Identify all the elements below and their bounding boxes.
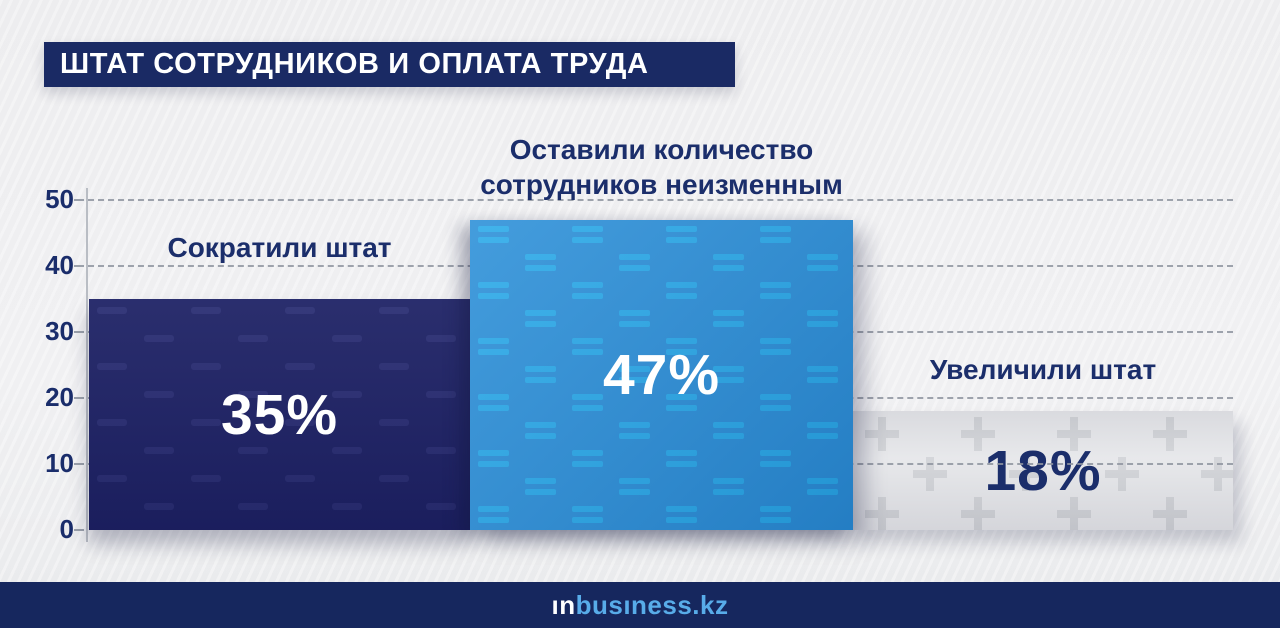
bar-pattern [470, 220, 853, 530]
y-tick-mark [74, 265, 84, 267]
y-tick-label: 30 [45, 316, 74, 346]
y-tick-label: 20 [45, 382, 74, 412]
bar-pattern [853, 411, 1233, 530]
bar-3: 18% Увеличили штат [853, 354, 1233, 530]
bar-label: Увеличили штат [929, 354, 1157, 385]
footer-logo: ınbusıness.kz [551, 590, 728, 621]
y-tick-label: 10 [45, 448, 74, 478]
bar-label: Оставили количество сотрудников неизменн… [480, 134, 843, 200]
bar-pattern [89, 299, 470, 530]
bar-value: 35% [220, 382, 339, 447]
chart-title: ШТАТ СОТРУДНИКОВ И ОПЛАТА ТРУДА [60, 48, 649, 80]
y-tick-mark [74, 199, 84, 201]
bar-shading [853, 411, 1233, 530]
y-tick-mark [74, 529, 84, 531]
y-tick-label: 40 [45, 250, 74, 280]
bar-shading [89, 299, 470, 530]
y-tick-label: 0 [59, 514, 74, 544]
y-axis-line [86, 188, 88, 542]
chart-title-box: ШТАТ СОТРУДНИКОВ И ОПЛАТА ТРУДА [44, 42, 735, 87]
bar-shading [470, 220, 853, 530]
bar-label: Сократили штат [167, 232, 392, 263]
bar-2: 47% Оставили количество сотрудников неизм… [470, 134, 853, 530]
bar-value: 47% [602, 343, 721, 407]
logo-prefix: ın [551, 589, 576, 620]
footer-bar: ınbusıness.kz [0, 582, 1280, 628]
bar-value: 18% [984, 438, 1102, 503]
y-tick-mark [74, 397, 84, 399]
y-tick-mark [74, 331, 84, 333]
y-tick-label: 50 [45, 184, 74, 214]
gridline [88, 199, 1233, 201]
y-tick-mark [74, 463, 84, 465]
bar-1: 35% Сократили штат [89, 232, 470, 530]
logo-suffix: busıness.kz [575, 589, 729, 620]
